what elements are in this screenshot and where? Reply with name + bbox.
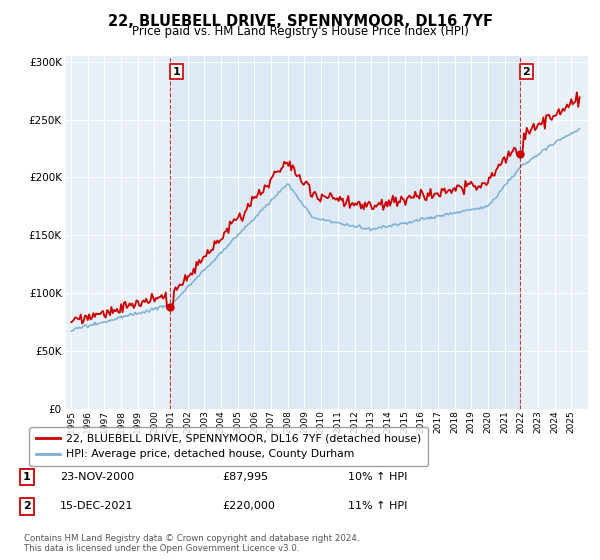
Text: 2: 2 xyxy=(23,501,31,511)
Bar xyxy=(170,56,520,409)
Text: 1: 1 xyxy=(23,472,31,482)
Text: 23-NOV-2000: 23-NOV-2000 xyxy=(60,472,134,482)
Text: Contains HM Land Registry data © Crown copyright and database right 2024.
This d: Contains HM Land Registry data © Crown c… xyxy=(24,534,359,553)
Text: 22, BLUEBELL DRIVE, SPENNYMOOR, DL16 7YF: 22, BLUEBELL DRIVE, SPENNYMOOR, DL16 7YF xyxy=(107,14,493,29)
Text: £220,000: £220,000 xyxy=(222,501,275,511)
Legend: 22, BLUEBELL DRIVE, SPENNYMOOR, DL16 7YF (detached house), HPI: Average price, d: 22, BLUEBELL DRIVE, SPENNYMOOR, DL16 7YF… xyxy=(29,427,428,466)
Text: 15-DEC-2021: 15-DEC-2021 xyxy=(60,501,133,511)
Text: 11% ↑ HPI: 11% ↑ HPI xyxy=(348,501,407,511)
Text: 2: 2 xyxy=(523,67,530,77)
Text: 10% ↑ HPI: 10% ↑ HPI xyxy=(348,472,407,482)
Text: £87,995: £87,995 xyxy=(222,472,268,482)
Text: 1: 1 xyxy=(172,67,180,77)
Text: Price paid vs. HM Land Registry's House Price Index (HPI): Price paid vs. HM Land Registry's House … xyxy=(131,25,469,38)
